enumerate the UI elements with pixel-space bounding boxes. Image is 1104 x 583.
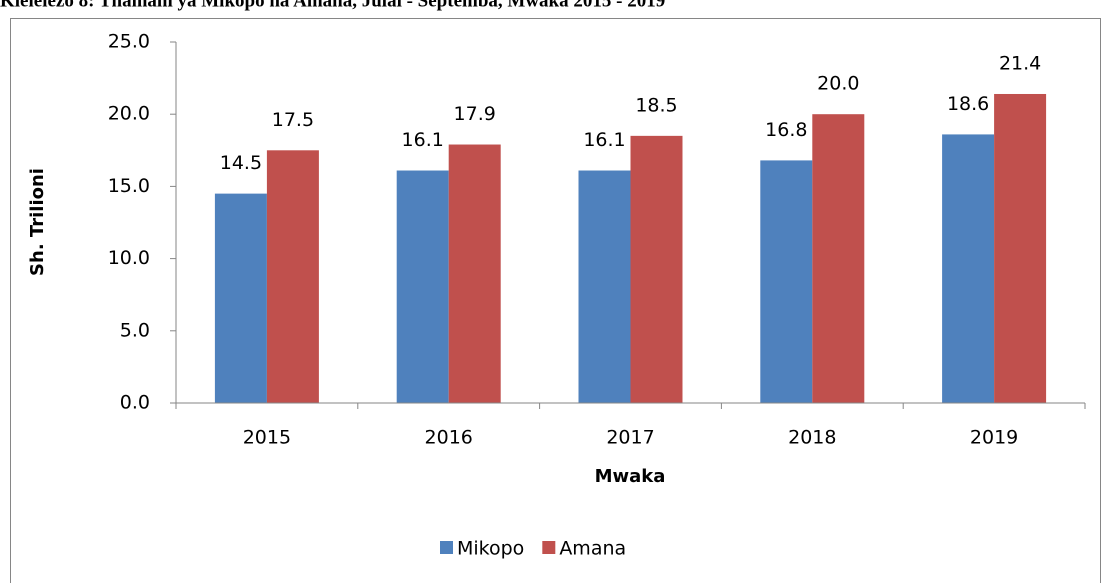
- x-tick-label: 2018: [788, 427, 836, 449]
- data-label: 17.5: [272, 109, 314, 131]
- x-tick-label: 2017: [606, 427, 654, 449]
- bar: [812, 114, 865, 403]
- bar: [266, 150, 319, 403]
- y-tick-label: 0.0: [120, 392, 150, 414]
- data-label: 17.9: [454, 103, 496, 125]
- data-label: 18.6: [947, 93, 989, 115]
- x-axis-label: Mwaka: [595, 466, 666, 487]
- bar: [942, 134, 995, 403]
- y-tick-label: 15.0: [108, 175, 150, 197]
- legend-label: Mikopo: [457, 538, 524, 560]
- y-axis-label: Sh. Trilioni: [27, 168, 48, 276]
- bar: [760, 160, 813, 403]
- bar: [578, 170, 631, 403]
- legend-label: Amana: [559, 538, 626, 560]
- bar: [396, 170, 449, 403]
- y-tick-label: 25.0: [108, 31, 150, 53]
- data-label: 21.4: [999, 52, 1041, 74]
- legend-swatch: [440, 541, 453, 554]
- data-label: 16.1: [583, 129, 625, 151]
- x-tick-label: 2019: [970, 427, 1018, 449]
- x-tick-label: 2016: [425, 427, 473, 449]
- chart-frame: [10, 18, 1101, 583]
- data-label: 20.0: [817, 73, 859, 95]
- bar: [994, 93, 1047, 403]
- data-label: 16.1: [402, 129, 444, 151]
- bar: [630, 135, 683, 404]
- data-label: 18.5: [635, 94, 677, 116]
- x-tick-label: 2015: [243, 427, 291, 449]
- bar: [214, 193, 267, 403]
- y-tick-label: 20.0: [108, 103, 150, 125]
- data-label: 14.5: [220, 152, 262, 174]
- y-tick-label: 10.0: [108, 247, 150, 269]
- data-label: 16.8: [765, 119, 807, 141]
- y-tick-label: 5.0: [120, 319, 150, 341]
- bar: [448, 144, 501, 404]
- chart-title: Kielelezo 8: Thamani ya Mikopo na Amana,…: [0, 0, 665, 11]
- legend-swatch: [542, 541, 556, 554]
